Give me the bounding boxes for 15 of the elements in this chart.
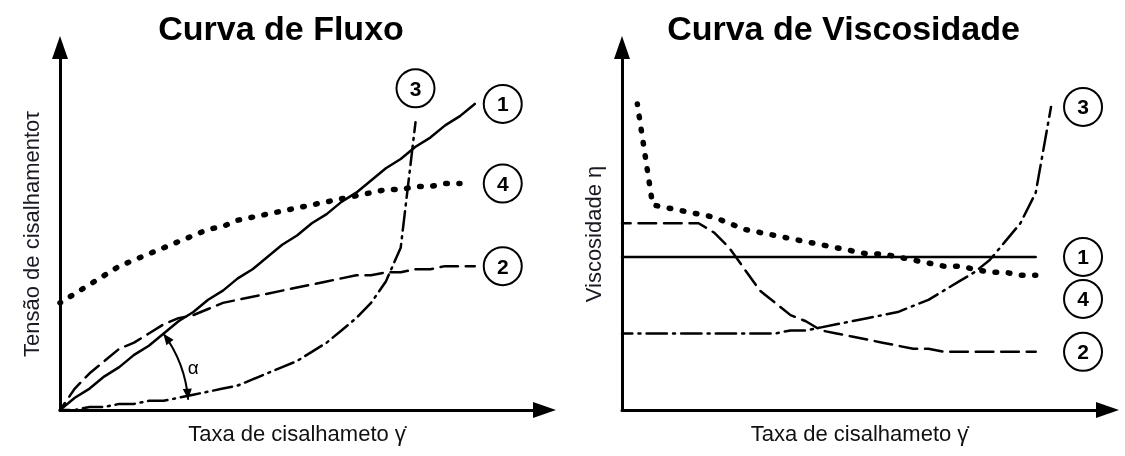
y-axis-title: Viscosidade η (580, 165, 606, 303)
chart-title: Curva de Viscosidade (667, 9, 1020, 47)
series-label: 3 (1077, 95, 1089, 119)
series-label: 2 (496, 254, 509, 278)
series-label: 1 (1077, 245, 1090, 269)
series-label: 4 (496, 172, 509, 195)
legend-label: 4 (1077, 287, 1090, 311)
series-label: 3 (409, 76, 422, 100)
y-axis-title: Tensão de cisalhamentoτ (18, 110, 44, 357)
x-axis-title: Taxa de cisalhameto γ̇ (750, 421, 970, 447)
legend-label: 2 (1077, 340, 1089, 364)
x-axis-title: Taxa de cisalhameto γ̇ (188, 421, 407, 447)
series-label: 1 (496, 92, 509, 116)
annotation: α (187, 356, 199, 378)
chart-title: Curva de Fluxo (158, 9, 404, 47)
